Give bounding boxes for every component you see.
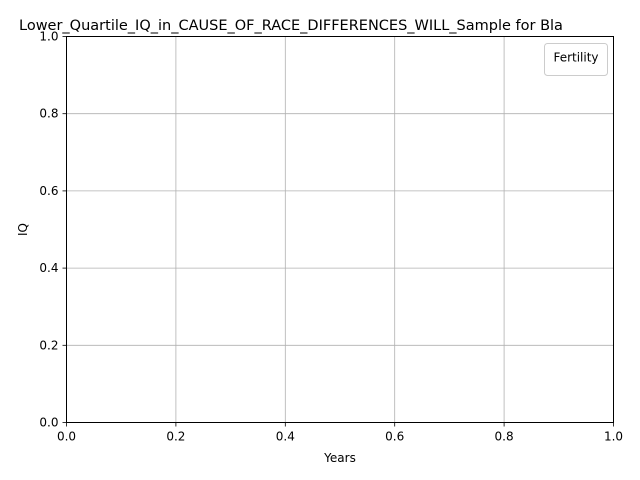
- x-tick-label: 0.0: [57, 430, 76, 444]
- legend-box: [544, 43, 608, 76]
- legend-title: Fertility: [553, 51, 598, 65]
- x-axis: 0.0 0.2 0.4 0.6 0.8 1.0: [57, 422, 623, 444]
- y-axis: 0.0 0.2 0.4 0.6 0.8 1.0: [39, 30, 67, 430]
- y-tick-label: 0.0: [39, 416, 58, 430]
- x-tick-label: 0.6: [385, 430, 404, 444]
- y-tick-label: 0.6: [39, 184, 58, 198]
- y-axis-label: IQ: [16, 223, 30, 236]
- y-tick-label: 0.2: [39, 338, 58, 352]
- grid: [66, 36, 614, 423]
- y-tick-label: 1.0: [39, 30, 58, 44]
- x-tick-label: 0.2: [166, 430, 185, 444]
- legend: Fertility: [544, 43, 608, 76]
- y-tick-label: 0.8: [39, 107, 58, 121]
- y-tick-label: 0.4: [39, 261, 58, 275]
- x-tick-label: 0.4: [276, 430, 295, 444]
- x-tick-label: 0.8: [495, 430, 514, 444]
- chart-title: Lower_Quartile_IQ_in_CAUSE_OF_RACE_DIFFE…: [19, 18, 563, 34]
- x-axis-label: Years: [323, 451, 356, 465]
- x-tick-label: 1.0: [604, 430, 623, 444]
- plot-area: [66, 36, 614, 423]
